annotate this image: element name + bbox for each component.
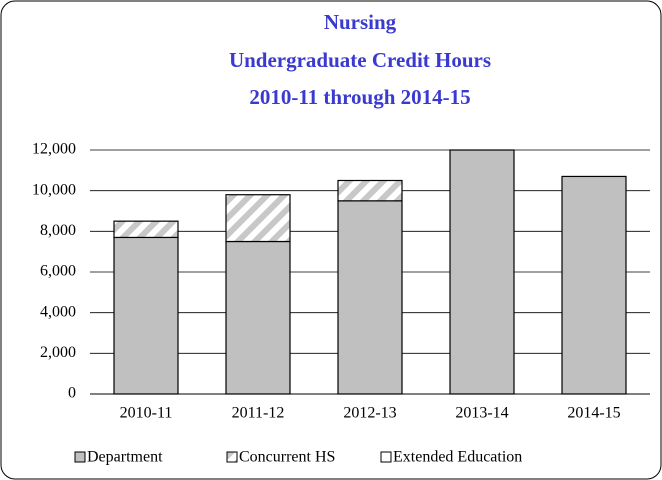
- legend-label: Department: [87, 449, 163, 466]
- legend-label: Concurrent HS: [239, 449, 335, 466]
- x-tick-label: 2011-12: [232, 405, 285, 422]
- x-tick-label: 2012-13: [343, 405, 396, 422]
- legend-swatch: [226, 451, 238, 463]
- bar-segment: [225, 240, 291, 395]
- chart-subtitle: Undergraduate Credit Hours: [229, 48, 491, 72]
- y-tick-label: 8,000: [40, 222, 76, 239]
- y-tick-label: 6,000: [40, 263, 76, 280]
- x-tick-label: 2010-11: [120, 405, 173, 422]
- bar-segment: [113, 220, 179, 239]
- y-tick-label: 2,000: [40, 344, 76, 361]
- bar-segment: [337, 179, 403, 202]
- bar-segment: [113, 236, 179, 395]
- bar-segment: [561, 175, 627, 395]
- x-tick-label: 2014-15: [567, 405, 620, 422]
- y-tick-label: 0: [68, 385, 76, 402]
- legend-swatch: [380, 451, 392, 463]
- bar-segment: [225, 194, 291, 243]
- chart-subtitle: 2010-11 through 2014-15: [249, 85, 470, 109]
- y-tick-label: 12,000: [32, 141, 76, 158]
- bar-segment: [337, 200, 403, 395]
- legend-label: Extended Education: [393, 449, 522, 466]
- y-tick-label: 4,000: [40, 303, 76, 320]
- y-tick-label: 10,000: [32, 181, 76, 198]
- legend-swatch: [74, 451, 86, 463]
- bar-segment: [449, 149, 515, 395]
- chart-title: Nursing: [324, 10, 397, 34]
- x-tick-label: 2013-14: [455, 405, 508, 422]
